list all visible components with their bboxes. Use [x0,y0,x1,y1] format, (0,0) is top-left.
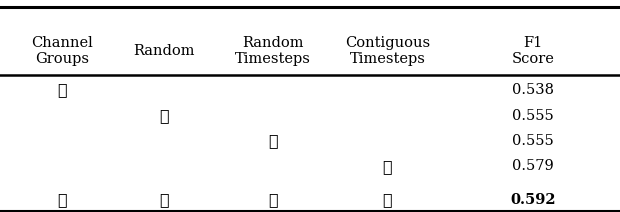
Text: 0.555: 0.555 [512,134,554,148]
Text: ✓: ✓ [159,107,169,124]
Text: ✓: ✓ [159,191,169,208]
Text: ✓: ✓ [268,191,278,208]
Text: 0.592: 0.592 [510,193,556,207]
Text: Random
Timesteps: Random Timesteps [235,36,311,66]
Text: ✓: ✓ [383,191,392,208]
Text: F1
Score: F1 Score [512,36,555,66]
Text: Contiguous
Timesteps: Contiguous Timesteps [345,36,430,66]
Text: Random: Random [133,44,195,58]
Text: Channel
Groups: Channel Groups [31,36,93,66]
Text: 0.579: 0.579 [512,159,554,173]
Text: ✓: ✓ [268,132,278,149]
Text: ✓: ✓ [57,82,67,99]
Text: ✓: ✓ [383,158,392,175]
Text: ✓: ✓ [57,191,67,208]
Text: 0.555: 0.555 [512,109,554,123]
Text: 0.538: 0.538 [512,83,554,97]
